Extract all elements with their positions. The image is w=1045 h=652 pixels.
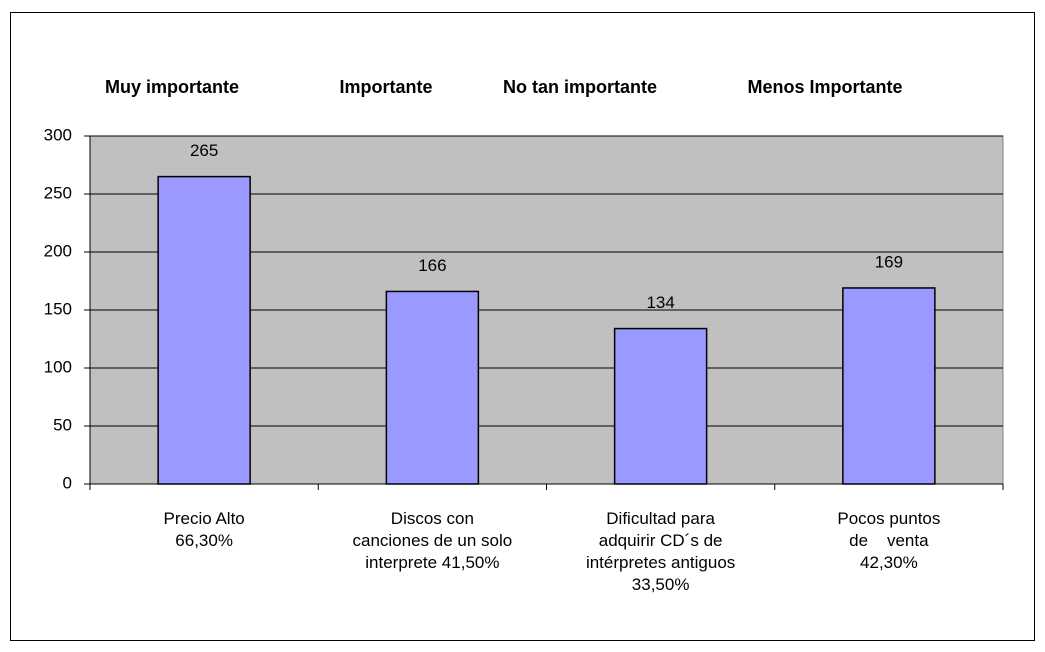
bar	[385, 290, 480, 485]
value-label: 265	[190, 141, 218, 160]
value-label: 134	[646, 293, 674, 312]
header-label: Muy importante	[104, 77, 240, 97]
header-label: Menos Importante	[747, 77, 903, 97]
header-label: Importante	[339, 77, 433, 97]
y-tick-label: 300	[44, 125, 72, 144]
frame	[10, 12, 1035, 641]
value-label: 166	[418, 256, 446, 275]
bar	[842, 287, 936, 485]
x-tick-label: Pocos puntos de venta 42,30%	[837, 509, 941, 572]
y-tick-label: 0	[63, 473, 72, 492]
x-tick-label: Precio Alto 66,30%	[163, 509, 245, 550]
bar	[157, 175, 251, 485]
value-label: 169	[875, 252, 903, 271]
header-label: No tan importante	[502, 77, 658, 97]
x-tick-label: Discos con canciones de un solo interpre…	[352, 509, 513, 572]
y-tick-label: 100	[44, 357, 72, 376]
y-tick-label: 250	[44, 183, 72, 202]
x-tick-label: Dificultad para adquirir CD´s de intérpr…	[585, 509, 736, 594]
y-tick-label: 150	[44, 299, 72, 318]
y-tick-label: 200	[44, 241, 72, 260]
y-tick-label: 50	[53, 415, 72, 434]
bar	[613, 327, 708, 485]
